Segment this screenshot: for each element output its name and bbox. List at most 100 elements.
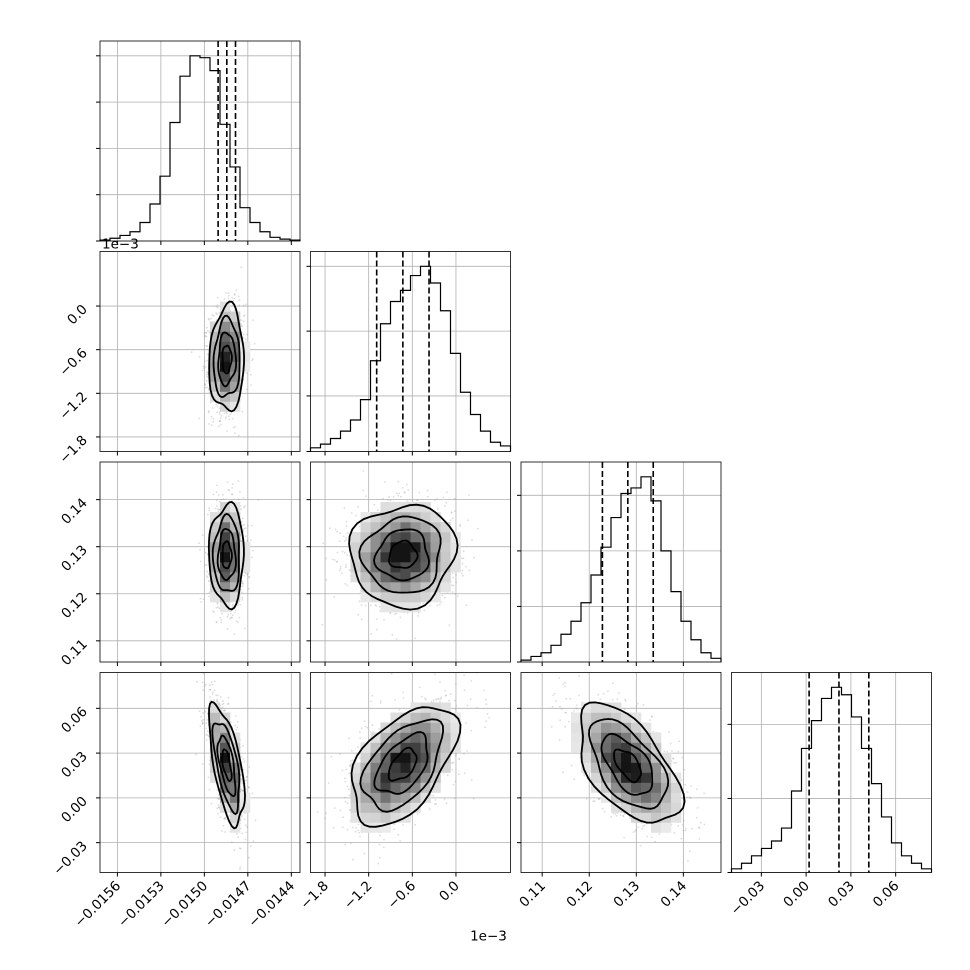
density-cell [350,532,361,543]
density-cell [601,752,612,763]
density-cell [380,812,391,823]
x-tick-label: −1.8 [297,878,331,912]
density-cell [450,732,461,743]
panel-frame [520,672,722,873]
density-cell [430,542,441,553]
density-cell [581,752,592,763]
panel-frame [99,40,301,242]
density-cell [400,552,411,563]
density-cell [220,321,231,332]
density-cell [230,542,241,553]
density-cell [440,582,451,593]
panel-content [100,251,300,452]
density-cell [420,522,431,533]
density-cell [611,722,622,733]
density-cell [420,572,431,583]
density-cell [210,361,221,372]
density-cell [591,742,602,753]
density-blocks [350,702,461,833]
density-cell [410,562,421,573]
contour-1 [216,527,237,582]
density-cell [400,532,411,543]
density-cell [390,812,401,823]
density-cell [210,762,221,773]
density-cell [621,742,632,753]
density-cell [210,712,221,723]
y-offset-label: 1e−3 [102,237,139,253]
density-cell [360,532,371,543]
density-cell [410,742,421,753]
density-cell [230,371,241,382]
density-cell [390,732,401,743]
density-cell [420,712,431,723]
density-cell [430,772,441,783]
density-cell [581,702,592,713]
density-cell [430,762,441,773]
density-cell [631,712,642,723]
density-cell [240,361,251,372]
density-cell [240,552,251,563]
density-cell [210,722,221,733]
contour-3 [580,701,686,824]
density-cell [440,552,451,563]
density-cell [220,752,231,763]
density-cell [370,742,381,753]
density-cell [671,812,682,823]
density-cell [601,722,612,733]
density-cell [220,331,231,342]
density-cell [220,572,231,583]
x-tick-label: −1.2 [341,878,375,912]
density-cell [641,812,652,823]
y-tick-label: 0.00 [58,793,91,826]
density-cell [400,542,411,553]
density-cell [611,732,622,743]
density-cell [210,552,221,563]
density-cell [220,582,231,593]
density-cell [390,742,401,753]
density-cell [240,341,251,352]
density-cell [611,712,622,723]
x-offset-label: 1e−3 [470,929,507,945]
density-cell [360,742,371,753]
density-cell [390,502,401,513]
panel-content [310,672,511,873]
density-cell [350,572,361,583]
density-cell [400,582,411,593]
density-cell [220,351,231,362]
density-cell [350,812,361,823]
density-cell [370,792,381,803]
density-cell [651,772,662,783]
density-cell [410,722,421,733]
density-cell [621,762,632,773]
density-cell [440,542,451,553]
hist-panel-1 [306,251,512,456]
x-tick-label: −0.0147 [202,878,255,931]
contour-3 [208,700,246,830]
density-cell [410,792,421,803]
density-cell [390,582,401,593]
density-cell [210,512,221,523]
density-cell [641,722,652,733]
contour-2 [588,718,670,810]
density-cell [430,742,441,753]
y-tick-label: 0.13 [58,542,91,575]
density-cell [400,782,411,793]
contour-1 [373,528,430,582]
density-cell [420,582,431,593]
density-cell [661,792,672,803]
x-tick-label: −0.0144 [245,878,298,931]
panel-frame [520,461,722,663]
density-cell [230,752,241,763]
density-cell [440,732,451,743]
contour-2 [211,512,240,592]
density-cell [591,702,602,713]
contour-0 [221,344,233,375]
density-cell [631,792,642,803]
density-cell [220,602,231,613]
contour-1 [373,731,429,795]
density-cell [440,762,451,773]
hist-panel-2 [517,461,722,666]
contour-0 [387,746,418,782]
panel-content [310,462,511,662]
density-cell [390,772,401,783]
